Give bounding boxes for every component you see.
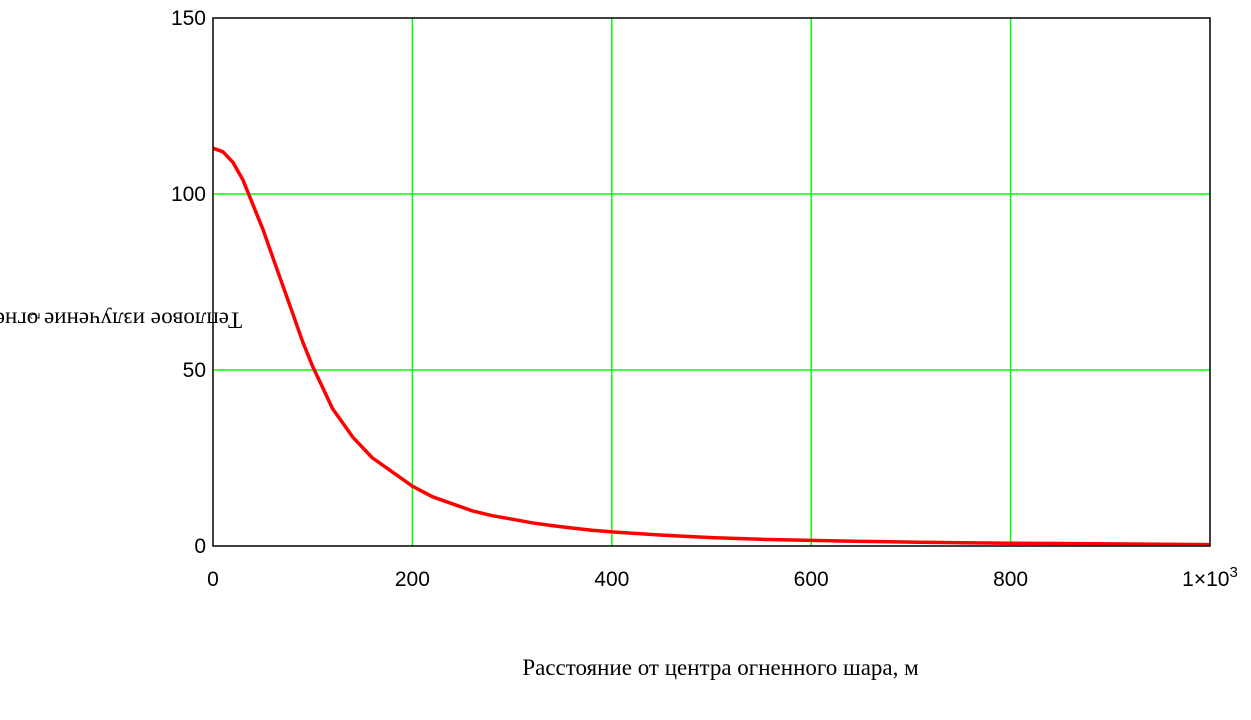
y-tick-label-2: 100 xyxy=(171,183,206,206)
x-tick-label-0: 0 xyxy=(207,568,219,591)
x-tick-labels: 0 200 400 600 800 1×103 xyxy=(207,564,1238,591)
y-tick-labels: 0 50 100 150 xyxy=(171,7,206,558)
y-tick-label-0: 0 xyxy=(194,535,206,558)
x-tick-exponent: 3 xyxy=(1229,564,1237,581)
x-tick-label-5: 1×103 xyxy=(1182,564,1238,591)
x-axis-title: Расстояние от центра огненного шара, м xyxy=(0,655,1251,681)
series-line-layer xyxy=(212,146,1211,547)
series-line xyxy=(212,146,1211,547)
grid-lines xyxy=(213,18,1210,546)
y-axis-title-text: Тепловое излучение огненного шара, кВт/м xyxy=(0,307,243,333)
x-axis-title-text: Расстояние от центра огненного шара, м xyxy=(522,655,919,680)
y-tick-label-3: 150 xyxy=(171,7,206,30)
y-tick-label-1: 50 xyxy=(183,359,206,382)
x-tick-label-4: 800 xyxy=(993,568,1028,591)
x-tick-label-3: 600 xyxy=(794,568,829,591)
plot-frame xyxy=(212,17,1211,547)
x-tick-label-2: 400 xyxy=(594,568,629,591)
x-tick-label-1: 200 xyxy=(395,568,430,591)
